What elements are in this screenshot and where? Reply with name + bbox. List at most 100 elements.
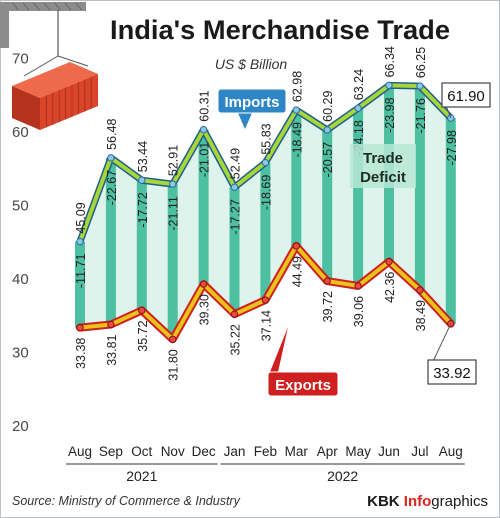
crane-rope [23,55,59,77]
x-tick-label: Nov [161,444,185,459]
deficit-value-label: -22.67 [105,170,119,205]
container-side [40,74,98,130]
x-tick-label: Mar [285,444,309,459]
imports-last-value-box [441,82,491,108]
imports-value-label: 62.98 [290,71,304,102]
crane-mast [0,2,9,48]
deficit-value-label: -21.11 [167,196,181,231]
crane-truss [12,2,19,11]
exports-value-label: 33.38 [74,338,88,369]
deficit-bar [75,241,85,328]
exports-value-label: 39.30 [198,294,212,325]
credit-highlight: Info [404,493,432,510]
imports-series-label-pointer [238,113,252,129]
chart-title: India's Merchandise Trade [110,15,450,45]
exports-value-label: 37.14 [259,310,273,341]
imports-value-label: 55.83 [259,123,273,154]
deficit-value-label: -11.71 [74,254,88,289]
exports-last-value-box [427,359,477,385]
y-tick-label: 40 [12,271,29,288]
x-tick-label: Feb [254,444,277,459]
imports-point [107,154,115,162]
imports-value-label: 60.31 [198,90,212,121]
crane-truss [64,2,72,11]
exports-value-label: 35.72 [136,320,150,351]
deficit-bar [445,118,456,324]
credit-prefix: KBK [367,493,404,510]
exports-value-label: 39.72 [321,291,335,322]
exports-point [323,277,331,285]
exports-point [416,286,424,294]
deficit-value-label: -20.57 [321,142,335,177]
x-tick-label: Aug [68,444,92,459]
crane-beam [0,2,86,11]
x-tick-label: Jun [378,444,400,459]
deficit-value-label: -18.69 [259,175,273,210]
imports-point [354,104,362,112]
imports-value-label: 66.34 [383,46,397,77]
imports-value-label: 52.49 [229,148,243,179]
deficit-value-label: -21.76 [414,98,428,133]
deficit-bar [198,129,209,285]
y-tick-label: 60 [12,124,29,141]
y-tick-label: 50 [12,198,29,215]
exports-value-label: 38.49 [414,300,428,331]
exports-point [230,310,239,318]
exports-series-label-pointer [270,327,288,372]
x-tick-label: Apr [317,444,339,459]
exports-value-label: 31.80 [167,349,181,380]
exports-value-label: 44.49 [290,256,304,287]
deficit-bar [322,129,333,282]
deficit-value-label: -21.01 [198,142,212,177]
crane-truss [54,2,61,11]
exports-point [107,320,115,329]
exports-last-value: 33.92 [433,365,471,382]
chart-subtitle: US $ Billion [215,56,288,72]
deficit-bar [353,108,364,286]
deficit-value-label: -18.49 [290,122,304,157]
exports-value-label: 39.06 [352,296,366,327]
x-tick-label: May [345,444,371,459]
credit-suffix: graphics [431,493,488,510]
imports-point [138,176,146,184]
year-label: 2021 [126,468,157,484]
imports-value-label: 66.25 [414,47,428,78]
x-tick-label: Jan [224,444,246,459]
exports-point [169,335,177,343]
imports-value-label: 56.48 [105,119,119,150]
exports-point [76,323,84,332]
exports-series-label-bg [267,371,339,397]
imports-point [385,81,393,90]
deficit-series-label-line1: Trade [363,150,403,167]
y-tick-label: 20 [12,418,29,435]
source-note: Source: Ministry of Commerce & Industry [12,494,241,508]
x-tick-label: Jul [411,444,428,459]
imports-last-value: 61.90 [447,88,485,105]
container-top [12,62,98,98]
deficit-bar [260,162,271,301]
exports-point [292,242,300,250]
deficit-value-label: -27.98 [445,130,459,165]
imports-point [416,82,424,90]
imports-value-label: 60.29 [321,91,335,122]
container-end [12,86,40,130]
deficit-value-label: -17.72 [136,192,150,227]
imports-point [230,183,239,191]
deficit-value-label: -17.27 [229,199,243,234]
deficit-bar [167,184,178,340]
exports-value-label: 35.22 [229,324,243,355]
imports-value-label: 63.24 [352,69,366,100]
crane-truss [43,2,51,11]
crane-truss [22,2,30,11]
deficit-bar [105,157,116,325]
exports-point [385,257,393,266]
imports-value-label: 53.44 [136,141,150,172]
deficit-bar [229,187,240,315]
imports-point [199,126,208,134]
exports-point [354,282,362,290]
year-label: 2022 [327,468,358,484]
x-tick-label: Dec [192,444,216,459]
imports-value-label: 45.09 [74,202,88,233]
x-tick-label: Sep [99,444,123,459]
imports-series-label-bg [217,88,287,114]
